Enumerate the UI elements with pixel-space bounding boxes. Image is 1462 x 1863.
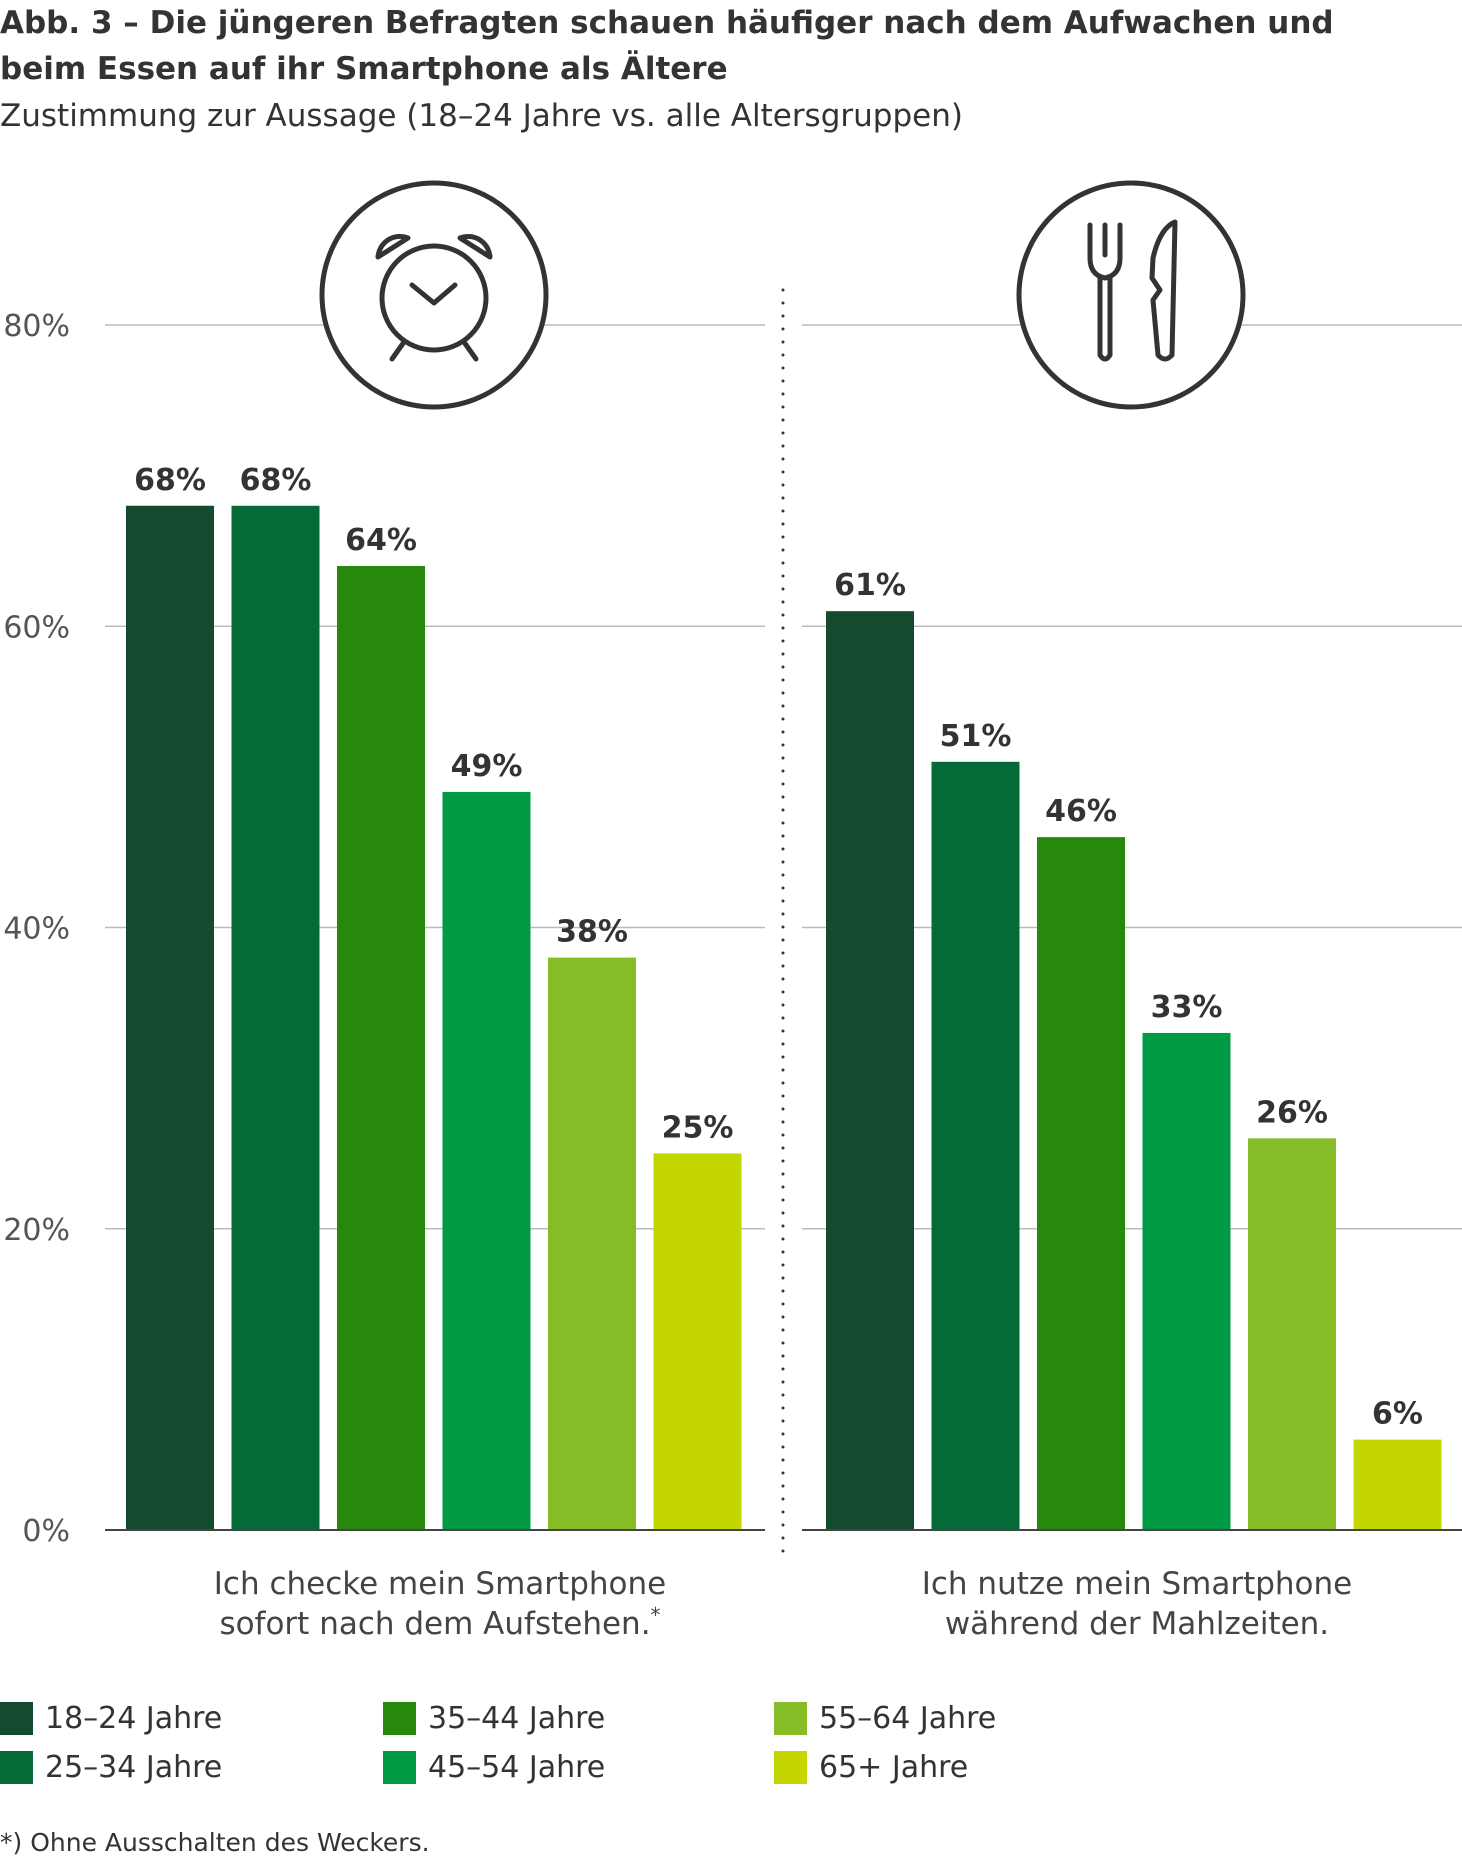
data-label: 68%	[240, 463, 312, 498]
chart-title: Abb. 3 – Die jüngeren Befragten schauen …	[0, 0, 1440, 92]
legend-label: 45–54 Jahre	[428, 1749, 606, 1785]
y-tick-label: 0%	[22, 1514, 70, 1549]
y-tick-label: 60%	[3, 610, 70, 645]
data-label: 6%	[1372, 1397, 1423, 1432]
fork-knife-icon-circle	[1016, 180, 1246, 410]
data-label: 49%	[451, 749, 523, 784]
legend-swatch	[383, 1701, 416, 1735]
legend-item-35-44: 35–44 Jahre	[383, 1698, 605, 1738]
bar	[1142, 1032, 1231, 1530]
legend-swatch	[383, 1750, 416, 1784]
bar	[931, 761, 1020, 1530]
data-label: 46%	[1045, 794, 1117, 829]
bar	[1037, 837, 1125, 1530]
legend-label: 35–44 Jahre	[428, 1700, 606, 1736]
legend-item-55-64: 55–64 Jahre	[774, 1698, 996, 1738]
bar	[231, 505, 320, 1530]
data-label: 26%	[1256, 1095, 1328, 1130]
bar	[653, 1153, 742, 1530]
legend-label: 55–64 Jahre	[819, 1700, 997, 1736]
legend-swatch	[0, 1701, 33, 1735]
data-label: 51%	[940, 719, 1012, 754]
legend-label: 18–24 Jahre	[45, 1700, 223, 1736]
bar	[1353, 1439, 1442, 1530]
legend-label: 65+ Jahre	[819, 1749, 969, 1785]
data-label: 64%	[345, 523, 417, 558]
bar	[337, 566, 425, 1530]
legend-item-25-34: 25–34 Jahre	[0, 1747, 222, 1787]
y-tick-label: 20%	[3, 1213, 70, 1248]
category-label-line2: während der Mahlzeiten.	[945, 1606, 1329, 1642]
data-label: 61%	[834, 568, 906, 603]
chart-title-line2: beim Essen auf ihr Smartphone als Ältere	[0, 51, 728, 87]
chart-subtitle: Zustimmung zur Aussage (18–24 Jahre vs. …	[0, 98, 963, 134]
bar	[442, 791, 531, 1530]
data-label: 33%	[1151, 990, 1223, 1025]
y-tick-label: 80%	[3, 309, 70, 344]
legend-swatch	[0, 1750, 33, 1784]
chart-title-line1: Abb. 3 – Die jüngeren Befragten schauen …	[0, 5, 1334, 41]
category-label-line2: sofort nach dem Aufstehen.*	[219, 1603, 660, 1642]
alarm-clock-icon	[375, 233, 493, 362]
category-label-line1: Ich nutze mein Smartphone	[922, 1566, 1353, 1602]
legend-swatch	[774, 1750, 807, 1784]
legend-item-45-54: 45–54 Jahre	[383, 1747, 605, 1787]
alarm-clock-icon-circle	[319, 180, 549, 410]
data-label: 38%	[556, 915, 628, 950]
bar-chart: 0% 20% 40% 60% 80% 68% 68% 64% 49% 38% 25% Ich chec…	[3, 180, 1462, 1642]
bar	[126, 505, 214, 1530]
bar	[826, 611, 914, 1530]
fork-knife-icon	[1087, 219, 1178, 362]
legend-label: 25–34 Jahre	[45, 1749, 223, 1785]
category-label-line1: Ich checke mein Smartphone	[214, 1566, 666, 1602]
data-label: 68%	[134, 463, 206, 498]
y-tick-label: 40%	[3, 912, 70, 947]
data-label: 25%	[662, 1110, 734, 1145]
bar	[1248, 1138, 1336, 1530]
legend-item-18-24: 18–24 Jahre	[0, 1698, 222, 1738]
legend-swatch	[774, 1701, 807, 1735]
legend-item-65-plus: 65+ Jahre	[774, 1747, 968, 1787]
bar	[548, 957, 636, 1530]
footnote: *) Ohne Ausschalten des Weckers.	[0, 1828, 430, 1857]
